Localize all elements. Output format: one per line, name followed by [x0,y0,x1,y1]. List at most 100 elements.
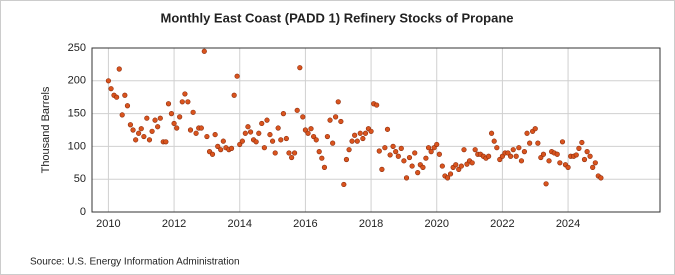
point [535,140,541,146]
point [144,115,150,121]
point [590,164,596,170]
x-tick-label: 2014 [228,218,252,230]
point [253,139,259,145]
point [425,145,432,151]
point [283,135,289,142]
point [488,130,495,136]
point [308,126,314,132]
point [133,137,139,143]
point [510,147,516,153]
point [406,154,413,161]
point [436,151,442,157]
point [152,117,158,123]
point [286,150,292,156]
x-tick-label: 2024 [556,218,580,230]
point [294,107,300,113]
point [376,148,382,154]
y-axis-label: Thousand Barrels [40,86,52,173]
point [420,164,426,170]
point [105,78,112,84]
point [543,181,549,187]
point [472,147,478,153]
point [215,143,221,149]
point [204,133,210,140]
point [269,138,276,144]
point [598,175,604,181]
point [352,132,358,138]
point [368,128,374,134]
point [540,151,547,157]
point [382,145,388,151]
point [592,160,598,166]
source-note: Source: U.S. Energy Information Administ… [30,257,240,268]
point [444,175,451,181]
point [491,138,497,144]
point [524,130,530,136]
point [124,103,131,109]
point [177,114,183,120]
point [415,170,421,176]
point [324,133,331,140]
point [127,122,134,128]
point [259,120,265,127]
point [313,137,319,143]
point [521,149,528,155]
point [247,129,254,135]
point [245,124,251,130]
point [360,135,366,142]
point [513,153,519,159]
point [212,131,218,138]
point [469,160,475,166]
point [272,150,278,156]
y-tick-label: 100 [68,140,86,152]
point [518,158,525,164]
point [179,99,185,105]
point [453,162,459,168]
x-tick-label: 2020 [424,218,448,230]
point [576,145,582,151]
point [584,149,590,155]
point [508,153,514,159]
point [174,125,180,131]
point [338,118,344,125]
point [138,126,144,132]
point [171,120,177,127]
point [527,140,533,146]
point [267,131,273,138]
point [218,147,224,153]
point [439,163,445,169]
point [231,92,237,98]
point [256,130,262,136]
point [122,92,128,98]
point [182,91,188,97]
y-tick-label: 150 [68,108,86,120]
point [401,158,407,164]
point [239,138,245,144]
point [357,130,363,136]
point [198,125,204,131]
point [581,156,588,163]
point [136,130,142,136]
point [220,138,226,144]
point [458,163,464,169]
y-tick-label: 200 [68,75,86,87]
point [209,151,216,157]
point [297,65,303,71]
point [557,160,563,166]
point [423,155,429,161]
point [190,109,196,115]
point [157,115,163,121]
point [384,126,391,132]
point [559,139,566,145]
point [362,130,369,136]
point [573,152,579,158]
x-tick-label: 2016 [293,218,317,230]
point [412,150,418,156]
point [280,110,287,117]
point [108,86,114,92]
point [201,48,207,54]
point [587,153,593,159]
point [393,149,399,155]
point [264,117,270,123]
point [168,110,175,117]
